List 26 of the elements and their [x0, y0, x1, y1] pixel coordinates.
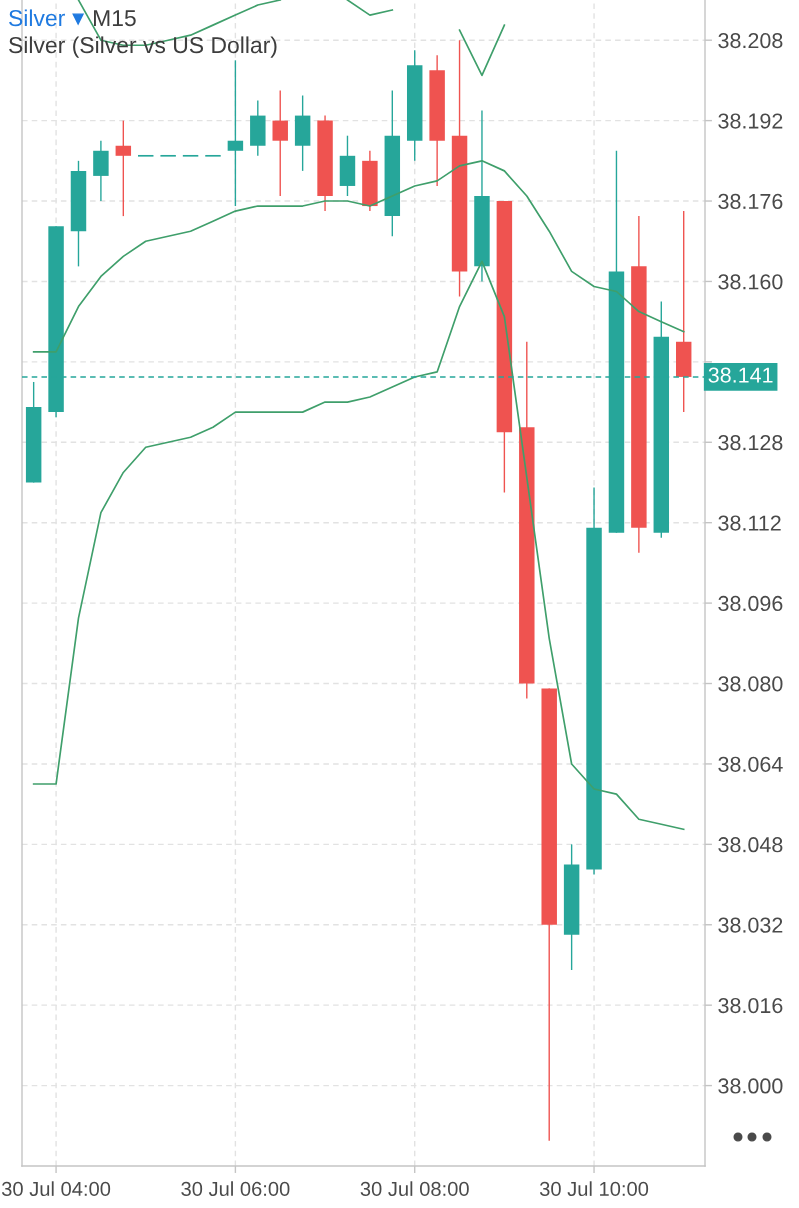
- y-tick-label: 38.016: [718, 997, 783, 1014]
- y-tick-label: 38.208: [718, 32, 783, 49]
- candlestick: [272, 89, 288, 197]
- annotation: M15: [94, 10, 136, 27]
- y-tick-label: 38.176: [718, 193, 783, 210]
- line-series: [32, 159, 685, 353]
- y-tick-label: 38.192: [718, 113, 783, 129]
- chart-title: Silver: [9, 9, 65, 27]
- y-tick-label: 38.080: [718, 676, 783, 692]
- y-tick-label: 38.048: [718, 837, 783, 853]
- y-tick-label: 38.000: [718, 1078, 783, 1094]
- x-tick-label: 30 Jul 04:00: [1, 1181, 111, 1197]
- candlestick: [115, 119, 132, 217]
- y-tick-label: 38.112: [718, 515, 781, 531]
- x-tick-label: 30 Jul 08:00: [360, 1181, 469, 1197]
- y-tick-label: 38.128: [718, 435, 783, 451]
- ref-line-label: 38.141: [708, 367, 773, 383]
- candlestick: [227, 59, 244, 207]
- x-tick-label: 30 Jul 06:00: [181, 1181, 290, 1197]
- text: Silver (Silver vs US Dollar): [9, 36, 277, 58]
- y-tick-label: 38.032: [718, 917, 783, 933]
- y-tick-label: 38.096: [718, 595, 783, 612]
- line-series: [32, 260, 685, 831]
- y-tick-label: 38.160: [718, 274, 783, 290]
- y-tick-label: 38.064: [718, 756, 783, 772]
- x-tick-label: 30 Jul 10:00: [539, 1181, 649, 1197]
